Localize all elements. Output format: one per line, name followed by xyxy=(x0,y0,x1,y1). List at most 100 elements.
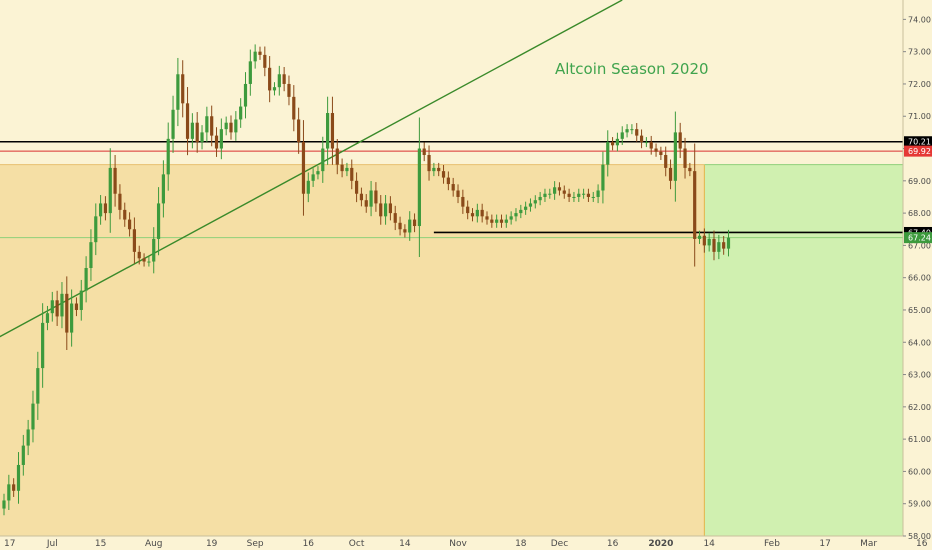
candle[interactable] xyxy=(350,159,354,190)
candle[interactable] xyxy=(190,113,194,149)
candle[interactable] xyxy=(374,182,378,212)
candle[interactable] xyxy=(311,168,315,187)
candle[interactable] xyxy=(499,214,504,228)
candle[interactable] xyxy=(649,135,653,155)
candle[interactable] xyxy=(7,474,11,511)
candle[interactable] xyxy=(688,162,692,177)
candle[interactable] xyxy=(543,188,547,202)
candle[interactable] xyxy=(70,289,74,347)
candle[interactable] xyxy=(586,188,591,202)
candle[interactable] xyxy=(480,203,484,223)
candle[interactable] xyxy=(364,194,368,213)
candle[interactable] xyxy=(615,132,620,152)
price-tag-red[interactable]: 69.92 xyxy=(904,145,932,157)
candle[interactable] xyxy=(456,184,460,204)
candle[interactable] xyxy=(562,185,566,199)
candle[interactable] xyxy=(408,211,412,241)
candle[interactable] xyxy=(45,305,50,331)
candle[interactable] xyxy=(50,291,54,322)
candle[interactable] xyxy=(538,191,542,206)
candle[interactable] xyxy=(446,171,450,191)
candle[interactable] xyxy=(74,297,79,317)
candle[interactable] xyxy=(625,124,629,138)
candle[interactable] xyxy=(200,125,204,150)
candle[interactable] xyxy=(316,166,320,180)
candle[interactable] xyxy=(620,126,624,145)
candle[interactable] xyxy=(398,216,402,236)
candle[interactable] xyxy=(185,87,190,156)
candle[interactable] xyxy=(99,195,103,225)
candle[interactable] xyxy=(234,111,238,141)
candle[interactable] xyxy=(147,256,151,267)
candle[interactable] xyxy=(156,187,161,256)
candle[interactable] xyxy=(567,188,571,202)
candle[interactable] xyxy=(451,177,455,197)
candle[interactable] xyxy=(297,107,301,154)
candle[interactable] xyxy=(693,143,697,267)
candle[interactable] xyxy=(118,184,122,220)
candle[interactable] xyxy=(553,181,557,200)
candle[interactable] xyxy=(123,202,127,227)
candle[interactable] xyxy=(253,44,257,69)
candle[interactable] xyxy=(287,75,291,106)
candle[interactable] xyxy=(659,146,663,160)
candle[interactable] xyxy=(726,229,731,257)
candle[interactable] xyxy=(369,180,373,217)
price-tag-last[interactable]: 67.24 xyxy=(904,232,932,244)
candle[interactable] xyxy=(379,195,383,225)
candle[interactable] xyxy=(219,118,223,160)
candle[interactable] xyxy=(65,276,69,351)
candle[interactable] xyxy=(722,236,726,255)
candle[interactable] xyxy=(601,151,605,204)
candle[interactable] xyxy=(195,112,199,153)
candle[interactable] xyxy=(702,228,706,253)
candle[interactable] xyxy=(654,143,658,157)
candle[interactable] xyxy=(113,154,117,207)
candle[interactable] xyxy=(41,303,45,388)
candle[interactable] xyxy=(345,162,349,177)
candle[interactable] xyxy=(591,191,595,202)
candle[interactable] xyxy=(132,217,137,264)
candle[interactable] xyxy=(383,195,388,225)
candle[interactable] xyxy=(635,123,639,142)
candle[interactable] xyxy=(176,57,180,127)
candle[interactable] xyxy=(557,182,562,196)
candle[interactable] xyxy=(470,208,475,222)
candle[interactable] xyxy=(707,232,711,252)
candle[interactable] xyxy=(171,95,175,153)
candle[interactable] xyxy=(417,117,421,258)
candle[interactable] xyxy=(412,213,417,233)
candle[interactable] xyxy=(321,136,325,183)
candle[interactable] xyxy=(301,120,306,216)
candle[interactable] xyxy=(142,253,146,267)
candle[interactable] xyxy=(630,124,634,135)
candle[interactable] xyxy=(504,214,508,228)
candle[interactable] xyxy=(181,60,185,118)
candle[interactable] xyxy=(354,172,359,203)
candle[interactable] xyxy=(36,351,40,420)
candle[interactable] xyxy=(683,137,687,179)
candle[interactable] xyxy=(166,122,170,191)
candle[interactable] xyxy=(326,96,330,165)
candle[interactable] xyxy=(673,111,677,202)
candle[interactable] xyxy=(224,116,228,136)
candle[interactable] xyxy=(548,188,552,199)
candle[interactable] xyxy=(340,158,344,178)
candle[interactable] xyxy=(84,256,88,303)
candle[interactable] xyxy=(103,196,108,221)
candle[interactable] xyxy=(596,184,600,204)
candle[interactable] xyxy=(292,85,296,132)
candle[interactable] xyxy=(678,122,682,159)
candle[interactable] xyxy=(21,434,25,476)
candle[interactable] xyxy=(606,130,610,177)
candle[interactable] xyxy=(441,164,446,184)
candle[interactable] xyxy=(16,452,21,504)
candle[interactable] xyxy=(490,214,494,228)
candle[interactable] xyxy=(152,227,156,274)
candle[interactable] xyxy=(466,200,470,220)
candle[interactable] xyxy=(263,46,267,77)
candle[interactable] xyxy=(461,189,465,214)
candle[interactable] xyxy=(12,478,16,497)
candle[interactable] xyxy=(359,187,364,207)
